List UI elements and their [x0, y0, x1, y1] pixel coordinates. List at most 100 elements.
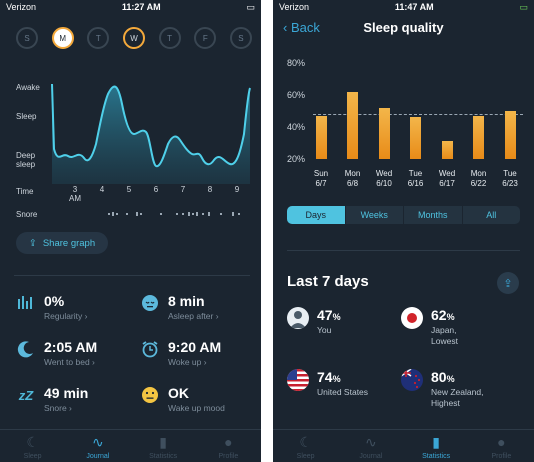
- chart-bar: [378, 107, 390, 159]
- person-icon: ●: [224, 434, 233, 450]
- status-bar: Verizon 11:47 AM ▭: [273, 0, 534, 14]
- asleep-face-icon: [140, 293, 160, 313]
- regularity-stat[interactable]: 0% Regularity ›: [16, 293, 87, 321]
- tab-profile[interactable]: ● Profile: [218, 434, 239, 460]
- snore-value: 49 min: [44, 385, 89, 401]
- comparison-you: 47% You: [287, 307, 341, 336]
- chart-bar: [315, 115, 327, 159]
- comparison-new-zealand: 80% New Zealand, Highest: [401, 369, 483, 409]
- tab-statistics[interactable]: ▮ Statistics: [149, 434, 178, 460]
- period-segmented-control: Days Weeks Months All: [287, 206, 520, 224]
- asleep-after-value: 8 min: [168, 293, 205, 309]
- divider: [287, 250, 520, 251]
- clock: 11:47 AM: [394, 2, 434, 12]
- zzz-icon: zZ: [18, 387, 34, 403]
- went-to-bed-value: 2:05 AM: [44, 339, 98, 355]
- regularity-label: Regularity ›: [44, 311, 88, 321]
- x-category-label: Mon 6/22: [470, 169, 487, 188]
- sleep-label: Sleep: [16, 112, 37, 121]
- usa-flag-icon: [287, 369, 309, 391]
- carrier-label: Verizon: [6, 2, 37, 12]
- day-sun[interactable]: S: [16, 27, 38, 49]
- bar-chart-icon: ▮: [432, 434, 440, 450]
- tab-sleep[interactable]: ☾ Sleep: [296, 434, 315, 460]
- heartbeat-icon: ∿: [365, 434, 377, 450]
- day-tue[interactable]: T: [87, 27, 110, 49]
- tab-bar: ☾ Sleep ∿ Journal ▮ Statistics ● Profile: [273, 429, 534, 462]
- tab-bar: ☾ Sleep ∿ Journal ▮ Statistics ● Profile: [0, 429, 261, 462]
- sleep-cycle-graph: [51, 83, 251, 184]
- comparison-usa: 74% United States: [287, 369, 368, 398]
- day-sat[interactable]: S: [229, 27, 252, 49]
- share-icon: ⇪: [28, 237, 37, 249]
- chart-bar: [410, 117, 421, 159]
- alarm-clock-icon: [140, 339, 160, 359]
- hour-label: 9: [234, 185, 240, 194]
- hour-label: 8: [207, 185, 213, 194]
- back-button[interactable]: ‹ Back: [283, 20, 320, 35]
- chart-bar: [347, 91, 358, 159]
- clock: 11:27 AM: [121, 2, 161, 12]
- hour-label: 3 AM: [69, 185, 81, 203]
- share-graph-label: Share graph: [42, 237, 96, 249]
- y-tick-label: 60%: [287, 90, 306, 100]
- sleep-quality-chart: Sun 6/7 Mon 6/8 Wed 6/10 Tue 6/16 Wed 6/17 Mon 6/22…: [273, 0, 534, 200]
- segment-months[interactable]: Months: [404, 206, 463, 224]
- chart-bar: [473, 115, 484, 159]
- day-fri[interactable]: F: [194, 27, 217, 49]
- tab-statistics[interactable]: ▮ Statistics: [422, 434, 451, 460]
- share-graph-button[interactable]: ⇪ Share graph: [16, 232, 108, 254]
- user-avatar-icon: [287, 307, 309, 329]
- regularity-icon: [16, 293, 36, 313]
- sleep-quality-screen: Verizon 11:47 AM ▭ Sleep quality ‹ Back …: [273, 0, 534, 462]
- heartbeat-icon: ∿: [92, 434, 104, 450]
- comparison-japan: 62% Japan, Lowest: [401, 307, 458, 347]
- carrier-label: Verizon: [279, 2, 310, 12]
- segment-all[interactable]: All: [486, 210, 497, 220]
- day-mon[interactable]: M: [51, 27, 74, 49]
- moon-icon: ☾: [299, 434, 312, 450]
- last-7-days-title: Last 7 days: [287, 273, 369, 290]
- page-title: Sleep quality: [363, 20, 444, 35]
- awake-label: Awake: [16, 83, 40, 92]
- went-to-bed-stat[interactable]: 2:05 AM Went to bed ›: [16, 339, 97, 367]
- battery-icon: ▭: [246, 1, 255, 12]
- day-wed[interactable]: W: [122, 27, 145, 49]
- chart-bar: [504, 111, 516, 159]
- average-reference-line: [313, 114, 523, 116]
- battery-icon: ▭: [519, 1, 528, 12]
- asleep-after-label: Asleep after ›: [168, 311, 219, 321]
- tab-journal[interactable]: ∿ Journal: [86, 434, 110, 460]
- nav-bar: Sleep quality ‹ Back: [273, 16, 534, 40]
- went-to-bed-label: Went to bed ›: [44, 357, 95, 367]
- hour-label: 4: [99, 185, 105, 194]
- asleep-after-stat[interactable]: 8 min Asleep after ›: [140, 293, 219, 321]
- hour-label: 6: [153, 185, 159, 194]
- y-tick-label: 80%: [287, 58, 306, 68]
- x-category-label: Wed 6/10: [375, 169, 393, 188]
- day-thu[interactable]: T: [158, 27, 181, 49]
- moon-icon: ☾: [26, 434, 39, 450]
- tab-sleep[interactable]: ☾ Sleep: [23, 434, 42, 460]
- hour-label: 5: [126, 185, 132, 194]
- woke-up-label: Woke up ›: [168, 357, 207, 367]
- woke-up-stat[interactable]: 9:20 AM Woke up ›: [140, 339, 221, 367]
- japan-flag-icon: [401, 307, 423, 329]
- segment-weeks[interactable]: Weeks: [346, 206, 404, 224]
- tab-journal[interactable]: ∿ Journal: [359, 434, 383, 460]
- x-category-label: Sun 6/7: [313, 169, 329, 188]
- tab-profile[interactable]: ● Profile: [491, 434, 512, 460]
- time-axis-title: Time: [16, 187, 34, 196]
- deep-sleep-label: Deep sleep: [16, 151, 36, 169]
- y-tick-label: 40%: [287, 122, 306, 132]
- x-category-label: Mon 6/8: [344, 169, 361, 188]
- snore-row-label: Snore: [16, 210, 38, 219]
- wake-up-mood-stat[interactable]: OK Wake up mood: [140, 385, 225, 413]
- snore-label: Snore ›: [44, 403, 72, 413]
- snore-stat[interactable]: zZ 49 min Snore ›: [16, 385, 89, 413]
- hour-label: 7: [180, 185, 186, 194]
- segment-days[interactable]: Days: [287, 206, 346, 224]
- share-icon[interactable]: ⇪: [497, 272, 519, 294]
- divider: [14, 275, 250, 276]
- snore-markers: [108, 212, 240, 216]
